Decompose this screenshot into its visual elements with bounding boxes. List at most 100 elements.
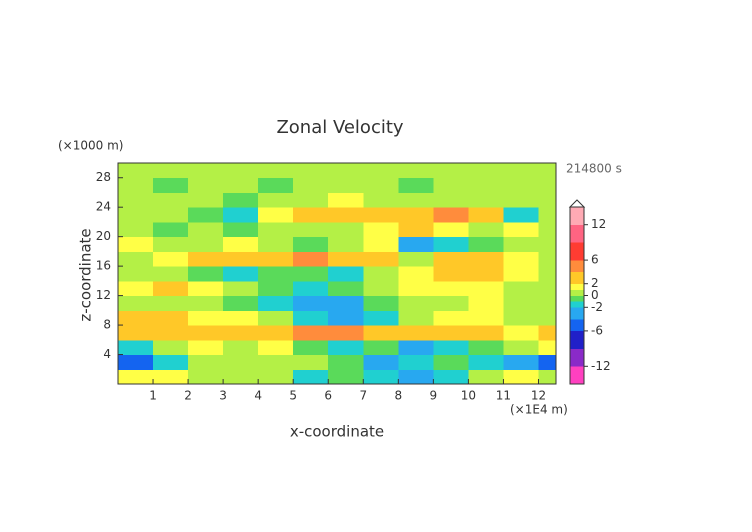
contour-cell (118, 221, 154, 238)
contour-cell (503, 266, 539, 282)
contour-cell (188, 325, 224, 341)
contour-cell (398, 266, 434, 282)
contour-cell (118, 310, 154, 326)
contour-cell (468, 221, 504, 238)
contour-cell (328, 369, 364, 385)
contour-cell (468, 236, 504, 252)
contour-cell (328, 339, 364, 356)
contour-cell (433, 369, 469, 385)
x-tick-label: 6 (324, 389, 332, 403)
contour-cell (223, 163, 259, 179)
colorbar-tick-label: 2 (591, 276, 599, 290)
contour-cell (363, 177, 399, 193)
contour-cell (293, 251, 329, 267)
contour-cell (363, 325, 399, 341)
contour-cell (188, 369, 224, 385)
contour-cell (433, 280, 469, 297)
contour-cell (468, 369, 504, 385)
contour-cell (433, 266, 469, 282)
contour-cell (258, 339, 294, 356)
contour-cell (188, 163, 224, 179)
contour-cell (153, 192, 189, 208)
colorbar-tick-label: 0 (591, 288, 599, 302)
contour-cell (293, 369, 329, 385)
contour-cell (468, 266, 504, 282)
contour-cell (188, 280, 224, 297)
contour-cell (153, 236, 189, 252)
contour-cell (258, 251, 294, 267)
contour-cell (188, 251, 224, 267)
contour-cell (363, 221, 399, 238)
contour-cell (258, 177, 294, 193)
contour-cell (118, 295, 154, 311)
contour-cell (538, 221, 557, 238)
contour-cell (503, 163, 539, 179)
chart-title: Zonal Velocity (276, 117, 403, 138)
contour-cell (188, 207, 224, 223)
contour-cell (223, 369, 259, 385)
contour-cell (328, 163, 364, 179)
x-tick-label: 8 (394, 389, 402, 403)
contour-cell (363, 163, 399, 179)
contour-cell (398, 339, 434, 356)
plot-frame (117, 162, 557, 385)
contour-cell (223, 354, 259, 370)
contour-cell (363, 354, 399, 370)
contour-cell (188, 266, 224, 282)
contour-cell (328, 192, 364, 208)
contour-cell (118, 163, 154, 179)
x-unit: (×1E4 m) (510, 403, 568, 417)
contour-cell (363, 266, 399, 282)
contour-cell (258, 192, 294, 208)
x-tick-label: 7 (359, 389, 367, 403)
contour-cell (293, 280, 329, 297)
contour-cell (153, 354, 189, 370)
colorbar-segment (570, 348, 584, 367)
contour-cell (433, 221, 469, 238)
contour-cell (363, 207, 399, 223)
y-tick-label: 4 (103, 347, 111, 361)
contour-cell (188, 192, 224, 208)
contour-cell (258, 295, 294, 311)
contour-cell (293, 266, 329, 282)
colorbar-segment (570, 242, 584, 261)
contour-cell (118, 369, 154, 385)
contour-cell (188, 295, 224, 311)
contour-cell (258, 280, 294, 297)
contour-cell (503, 251, 539, 267)
contour-cell (153, 325, 189, 341)
contour-cell (328, 310, 364, 326)
contour-cell (223, 236, 259, 252)
contour-cell (398, 280, 434, 297)
contour-cell (223, 251, 259, 267)
contour-cell (293, 207, 329, 223)
contour-cell (468, 325, 504, 341)
contour-cell (398, 163, 434, 179)
colorbar-tick-label: 12 (591, 217, 606, 231)
contour-cell (433, 192, 469, 208)
contour-cell (398, 369, 434, 385)
contour-cell (293, 310, 329, 326)
contour-cell (503, 295, 539, 311)
y-tick-label: 12 (96, 288, 111, 302)
contour-cell (538, 310, 557, 326)
contour-cell (328, 207, 364, 223)
contour-cell (398, 251, 434, 267)
contour-cell (223, 295, 259, 311)
contour-cell (468, 280, 504, 297)
contour-cell (503, 221, 539, 238)
contour-cell (363, 192, 399, 208)
contour-cell (293, 163, 329, 179)
contour-cell (538, 295, 557, 311)
colorbar-segment (570, 224, 584, 243)
contour-cell (363, 295, 399, 311)
contour-cell (258, 266, 294, 282)
contour-cell (293, 177, 329, 193)
y-tick-label: 16 (96, 259, 111, 273)
contour-cell (153, 221, 189, 238)
y-unit: (×1000 m) (58, 139, 123, 153)
contour-cell (153, 177, 189, 193)
contour-cell (433, 325, 469, 341)
contour-cell (468, 207, 504, 223)
contour-cell (328, 266, 364, 282)
